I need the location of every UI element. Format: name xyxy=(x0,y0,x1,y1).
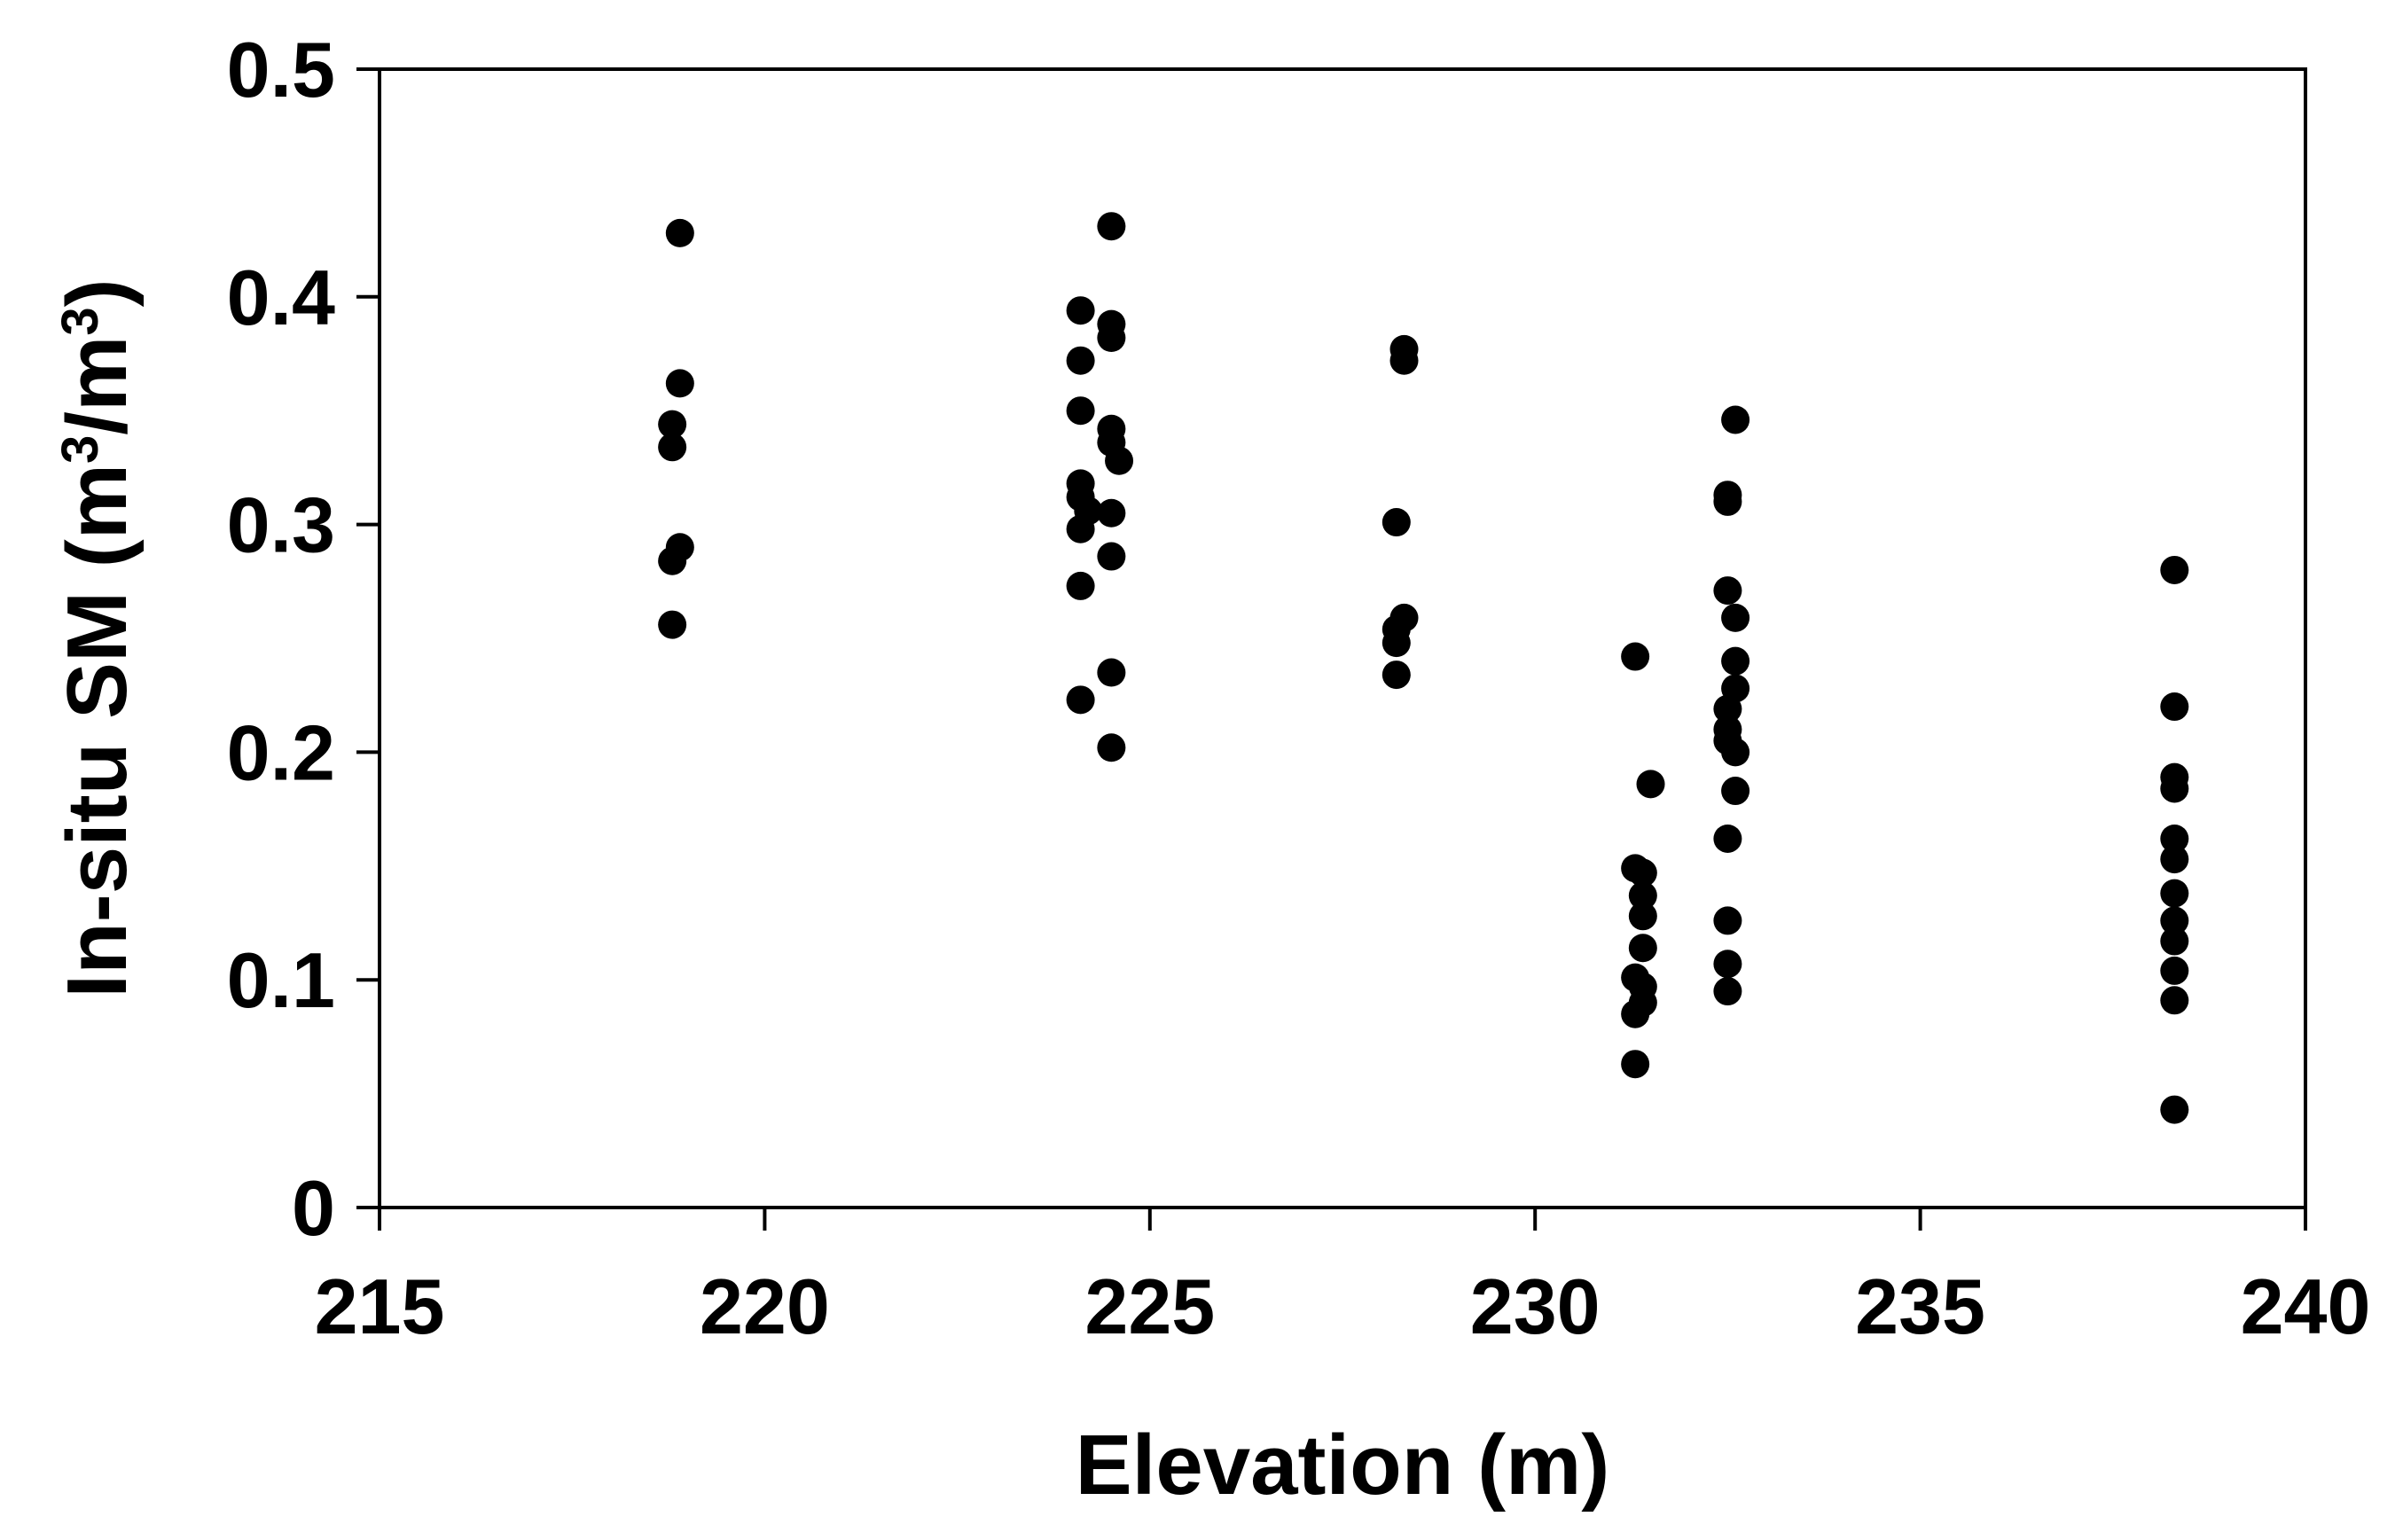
y-axis-title: In-situ SM (m3/m3) xyxy=(50,278,145,997)
x-tick-label: 230 xyxy=(1470,1262,1601,1350)
data-point xyxy=(1097,542,1126,571)
data-point xyxy=(658,610,687,639)
y-tick-label: 0.5 xyxy=(227,26,335,113)
x-tick-label: 240 xyxy=(2241,1262,2371,1350)
data-point xyxy=(1721,603,1750,632)
data-points xyxy=(658,212,2189,1124)
data-point xyxy=(1066,571,1095,600)
data-point xyxy=(1713,950,1742,979)
data-point xyxy=(2160,879,2189,908)
x-tick-label: 215 xyxy=(315,1262,445,1350)
x-tick-label: 220 xyxy=(700,1262,830,1350)
data-point xyxy=(2160,692,2189,722)
data-point xyxy=(1628,881,1657,911)
y-tick-label: 0 xyxy=(292,1164,335,1252)
data-point xyxy=(2160,774,2189,803)
data-point xyxy=(2160,555,2189,584)
data-point xyxy=(2160,845,2189,874)
y-axis-title-part: /m xyxy=(50,336,145,435)
data-point xyxy=(1066,396,1095,426)
y-axis-title-part: In-situ SM (m xyxy=(50,464,145,998)
y-axis-title-superscript: 3 xyxy=(51,307,109,335)
data-point xyxy=(1621,1050,1650,1079)
data-point xyxy=(1636,770,1665,799)
data-point xyxy=(1713,824,1742,853)
data-point xyxy=(1097,212,1126,241)
data-point xyxy=(1721,777,1750,806)
y-tick-label: 0.3 xyxy=(227,481,335,569)
data-point xyxy=(1713,576,1742,606)
data-point xyxy=(1097,733,1126,762)
data-point xyxy=(1097,498,1126,528)
data-point xyxy=(1721,646,1750,676)
data-point xyxy=(2160,926,2189,956)
data-point xyxy=(1105,446,1134,475)
data-point xyxy=(1382,508,1411,537)
data-point xyxy=(1382,629,1411,658)
y-axis-ticks: 0 0.1 0.2 0.3 0.4 0.5 xyxy=(227,26,380,1252)
data-point xyxy=(665,218,694,247)
data-point xyxy=(1713,977,1742,1006)
y-tick-label: 0.4 xyxy=(227,254,335,341)
y-tick-label: 0.1 xyxy=(227,936,335,1024)
x-axis-title: Elevation (m) xyxy=(1076,1418,1610,1513)
data-point xyxy=(1097,324,1126,353)
data-point xyxy=(1713,694,1742,723)
data-point xyxy=(1628,858,1657,887)
plot-area-frame xyxy=(378,67,2307,1209)
data-point xyxy=(658,433,687,462)
y-tick-label: 0.2 xyxy=(227,708,335,796)
data-point xyxy=(2160,1095,2189,1124)
data-point xyxy=(1713,906,1742,935)
x-axis-ticks: 215 220 225 230 235 240 xyxy=(315,1208,2371,1350)
data-point xyxy=(2160,906,2189,935)
data-point xyxy=(1389,346,1419,375)
data-point xyxy=(1621,999,1650,1028)
data-point xyxy=(1066,685,1095,715)
data-point xyxy=(1621,642,1650,671)
data-point xyxy=(1066,296,1095,325)
data-point xyxy=(2160,956,2189,985)
y-axis-title-superscript: 3 xyxy=(51,435,109,464)
data-point xyxy=(1066,346,1095,375)
data-point xyxy=(1713,481,1742,510)
x-tick-label: 225 xyxy=(1084,1262,1215,1350)
x-tick-label: 235 xyxy=(1855,1262,1985,1350)
data-point xyxy=(1721,405,1750,434)
data-point xyxy=(665,369,694,398)
data-point xyxy=(1382,661,1411,690)
data-point xyxy=(658,546,687,575)
data-point xyxy=(1628,902,1657,931)
data-point xyxy=(1097,658,1126,687)
data-point xyxy=(2160,824,2189,853)
data-point xyxy=(1066,514,1095,543)
data-point xyxy=(2160,986,2189,1015)
data-point xyxy=(658,410,687,439)
data-point xyxy=(1628,934,1657,963)
data-point xyxy=(1721,738,1750,767)
y-axis-title-part: ) xyxy=(50,278,145,307)
